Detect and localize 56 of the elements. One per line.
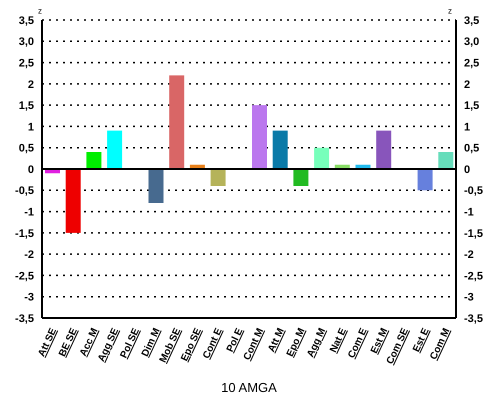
x-tick-label: Agg M <box>305 326 328 359</box>
bar <box>148 169 164 204</box>
bar <box>210 169 226 186</box>
y-tick-label: 2,5 <box>18 57 34 70</box>
y2-tick-label: -3 <box>464 292 474 304</box>
x-tick-label: Est M <box>369 326 390 356</box>
y2-tick-label: -1 <box>464 206 474 218</box>
bar <box>272 130 288 169</box>
bar <box>86 152 102 169</box>
x-tick-label: BE SE <box>57 326 80 358</box>
y-tick-label: 3,0 <box>18 36 34 48</box>
x-axis-title: 10 AMGA <box>221 380 278 395</box>
y2-tick-label: 1,5 <box>464 100 480 112</box>
y-tick-label: 1,5 <box>18 100 34 112</box>
y2-tick-label: 3,5 <box>464 14 480 27</box>
y2-tick-label: 0,5 <box>464 142 480 155</box>
y2-axis-title: z <box>448 6 452 16</box>
y2-tick-label: -1,5 <box>464 228 483 240</box>
bar <box>66 169 81 233</box>
bar <box>418 169 433 190</box>
y2-tick-label: 0 <box>464 164 470 176</box>
x-tick-label: Pol E <box>224 326 246 354</box>
y-tick-label: -1 <box>24 206 34 218</box>
y-tick-label: 1 <box>28 121 34 134</box>
y2-tick-label: -2 <box>464 249 474 262</box>
y-tick-label: -3 <box>24 292 34 304</box>
x-tick-label: Cont E <box>201 326 225 360</box>
y-tick-label: 3,5 <box>18 14 34 27</box>
x-tick-label: Pol SE <box>118 326 142 360</box>
bar <box>252 105 267 169</box>
x-tick-label: Epo M <box>284 326 308 358</box>
y-tick-label: -2 <box>24 249 34 262</box>
y2-tick-label: -0,5 <box>464 185 483 198</box>
y-tick-label: -2,5 <box>15 270 34 282</box>
y-tick-label: 2 <box>28 78 34 91</box>
bar <box>293 169 308 186</box>
y2-tick-label: 2,5 <box>464 57 480 70</box>
y-tick-label: -3,5 <box>15 312 34 325</box>
y2-tick-label: 1 <box>464 121 470 134</box>
y-tick-label: -1,5 <box>15 228 34 240</box>
y-axis-title: z <box>38 6 42 16</box>
x-tick-label: Att M <box>266 326 287 354</box>
y2-tick-label: -2,5 <box>464 270 483 282</box>
y-tick-label: 0 <box>28 164 34 176</box>
y-tick-label: -0,5 <box>15 185 34 198</box>
bar <box>169 75 184 169</box>
x-tick-label: Est E <box>411 326 432 354</box>
y2-tick-label: 2 <box>464 78 470 91</box>
y2-tick-label: 3,0 <box>464 36 480 48</box>
bar <box>438 152 454 169</box>
bar <box>107 130 122 169</box>
y2-tick-label: -3,5 <box>464 312 483 325</box>
bar <box>376 130 392 169</box>
bar <box>314 148 330 169</box>
y-tick-label: 0,5 <box>18 142 34 155</box>
x-tick-label: Att SE <box>36 326 60 358</box>
